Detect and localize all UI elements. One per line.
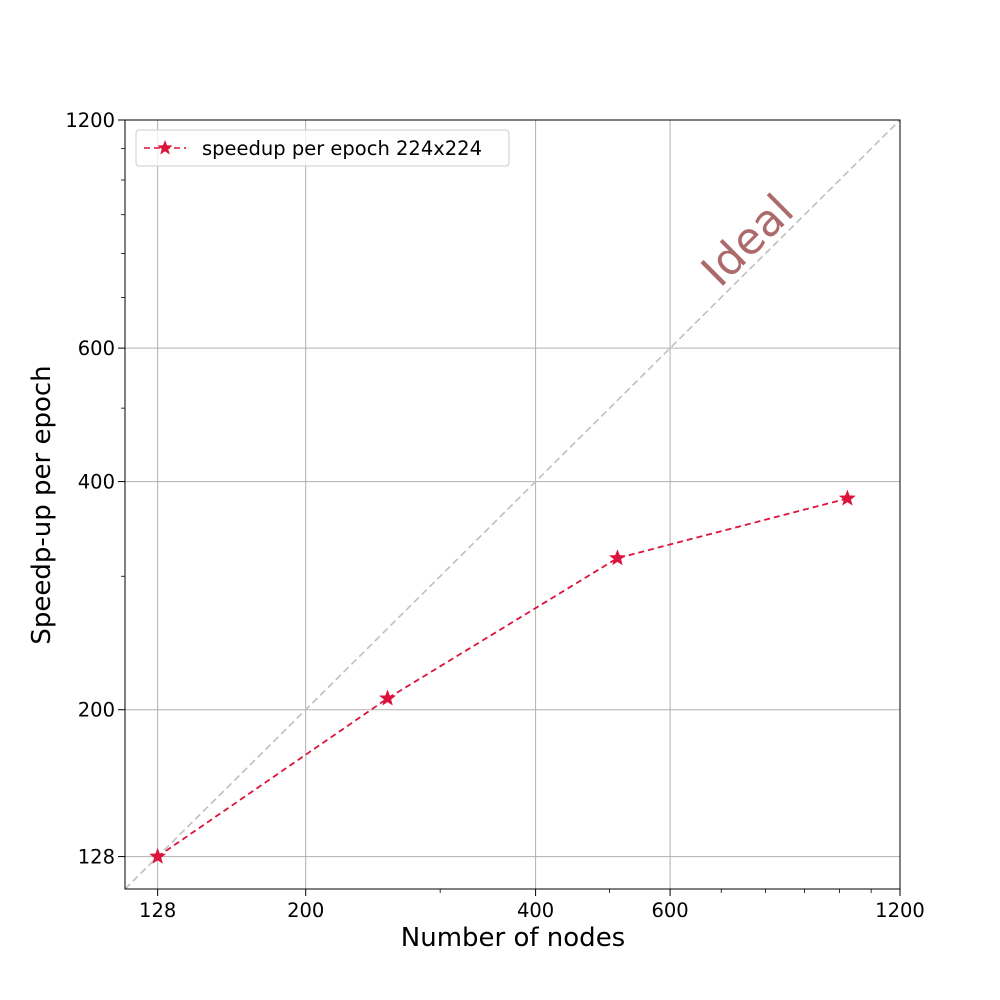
x-tick-label: 400 bbox=[517, 899, 554, 922]
y-tick-label: 600 bbox=[78, 337, 115, 360]
ideal-line bbox=[124, 119, 901, 890]
data-point-star bbox=[149, 847, 167, 864]
y-tick-label: 1200 bbox=[65, 109, 115, 132]
series-line bbox=[157, 497, 848, 858]
y-tick-label: 400 bbox=[78, 471, 115, 494]
series-speedup bbox=[149, 489, 856, 864]
x-axis-title: Number of nodes bbox=[401, 923, 625, 953]
legend[interactable]: speedup per epoch 224x224 bbox=[135, 129, 510, 167]
ideal-label: Ideal bbox=[692, 185, 804, 297]
legend-box bbox=[135, 129, 510, 167]
y-axis-title: Speedp-up per epoch bbox=[27, 365, 57, 644]
plot-frame bbox=[124, 119, 901, 890]
axis-ticks: 128 200 400 600 1200 128 200 400 600 1200 bbox=[65, 109, 924, 922]
x-tick-label: 1200 bbox=[875, 899, 925, 922]
data-point-star bbox=[838, 489, 856, 506]
legend-marker-star bbox=[157, 140, 173, 155]
x-tick-label: 128 bbox=[139, 899, 176, 922]
legend-label: speedup per epoch 224x224 bbox=[202, 137, 482, 160]
y-tick-label: 128 bbox=[78, 846, 115, 869]
y-tick-label: 200 bbox=[78, 699, 115, 722]
data-point-star bbox=[609, 549, 626, 566]
x-tick-label: 600 bbox=[651, 899, 688, 922]
data-point-star bbox=[379, 689, 396, 706]
ideal-reference: Ideal bbox=[124, 119, 901, 890]
x-tick-label: 200 bbox=[287, 899, 324, 922]
